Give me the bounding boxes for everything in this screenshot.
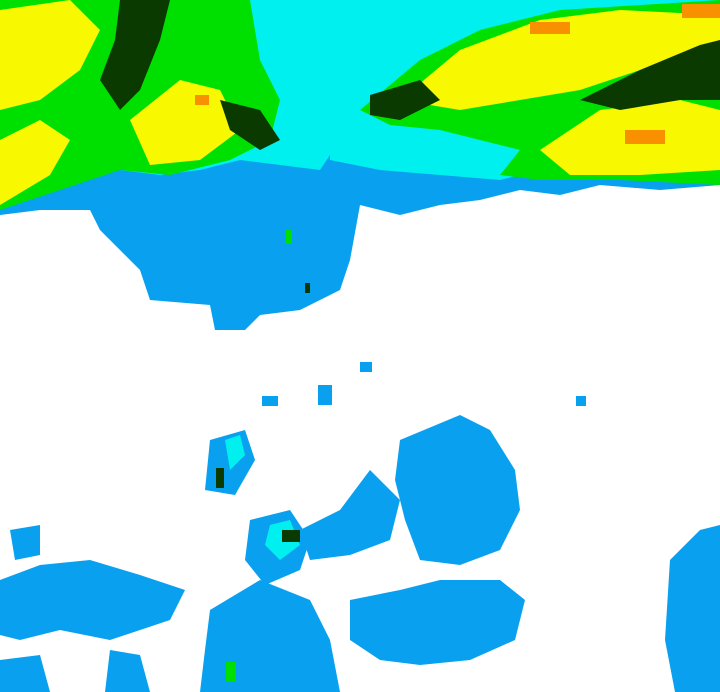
light-precip-area: [300, 470, 400, 560]
southern-precip: [0, 415, 720, 692]
light-precip-area: [0, 560, 185, 640]
light-precip-area: [10, 525, 40, 560]
storm-cell-dark: [220, 100, 280, 150]
light-precip-area: [395, 415, 520, 565]
small-cell: [576, 396, 586, 406]
small-cell: [305, 283, 310, 293]
light-precip-area: [350, 580, 525, 665]
small-cell: [360, 362, 372, 372]
light-precip-area: [0, 655, 50, 692]
storm-cell-dark: [580, 40, 720, 110]
storm-cell-dark: [100, 0, 170, 110]
storm-cell-yellow: [130, 80, 240, 165]
storm-cell-orange: [625, 130, 665, 144]
small-cell: [216, 468, 224, 488]
small-cell: [286, 230, 292, 244]
northern-storm-band: [0, 0, 720, 330]
storm-cell-yellow: [0, 0, 100, 110]
moderate-precip-area: [225, 435, 245, 470]
small-cell: [282, 530, 300, 542]
storm-cell-dark: [370, 80, 440, 120]
light-precip-area: [665, 525, 720, 692]
storm-cell-yellow: [0, 120, 70, 205]
isolated-cells: [262, 230, 586, 406]
storm-cell-orange: [682, 4, 720, 18]
light-precip-area: [105, 650, 150, 692]
storm-cell-orange: [530, 22, 570, 34]
small-cell: [318, 385, 332, 405]
small-cell: [262, 396, 278, 406]
storm-cell-yellow: [400, 10, 720, 110]
storm-cell-orange: [195, 95, 209, 105]
small-cell: [226, 662, 236, 682]
